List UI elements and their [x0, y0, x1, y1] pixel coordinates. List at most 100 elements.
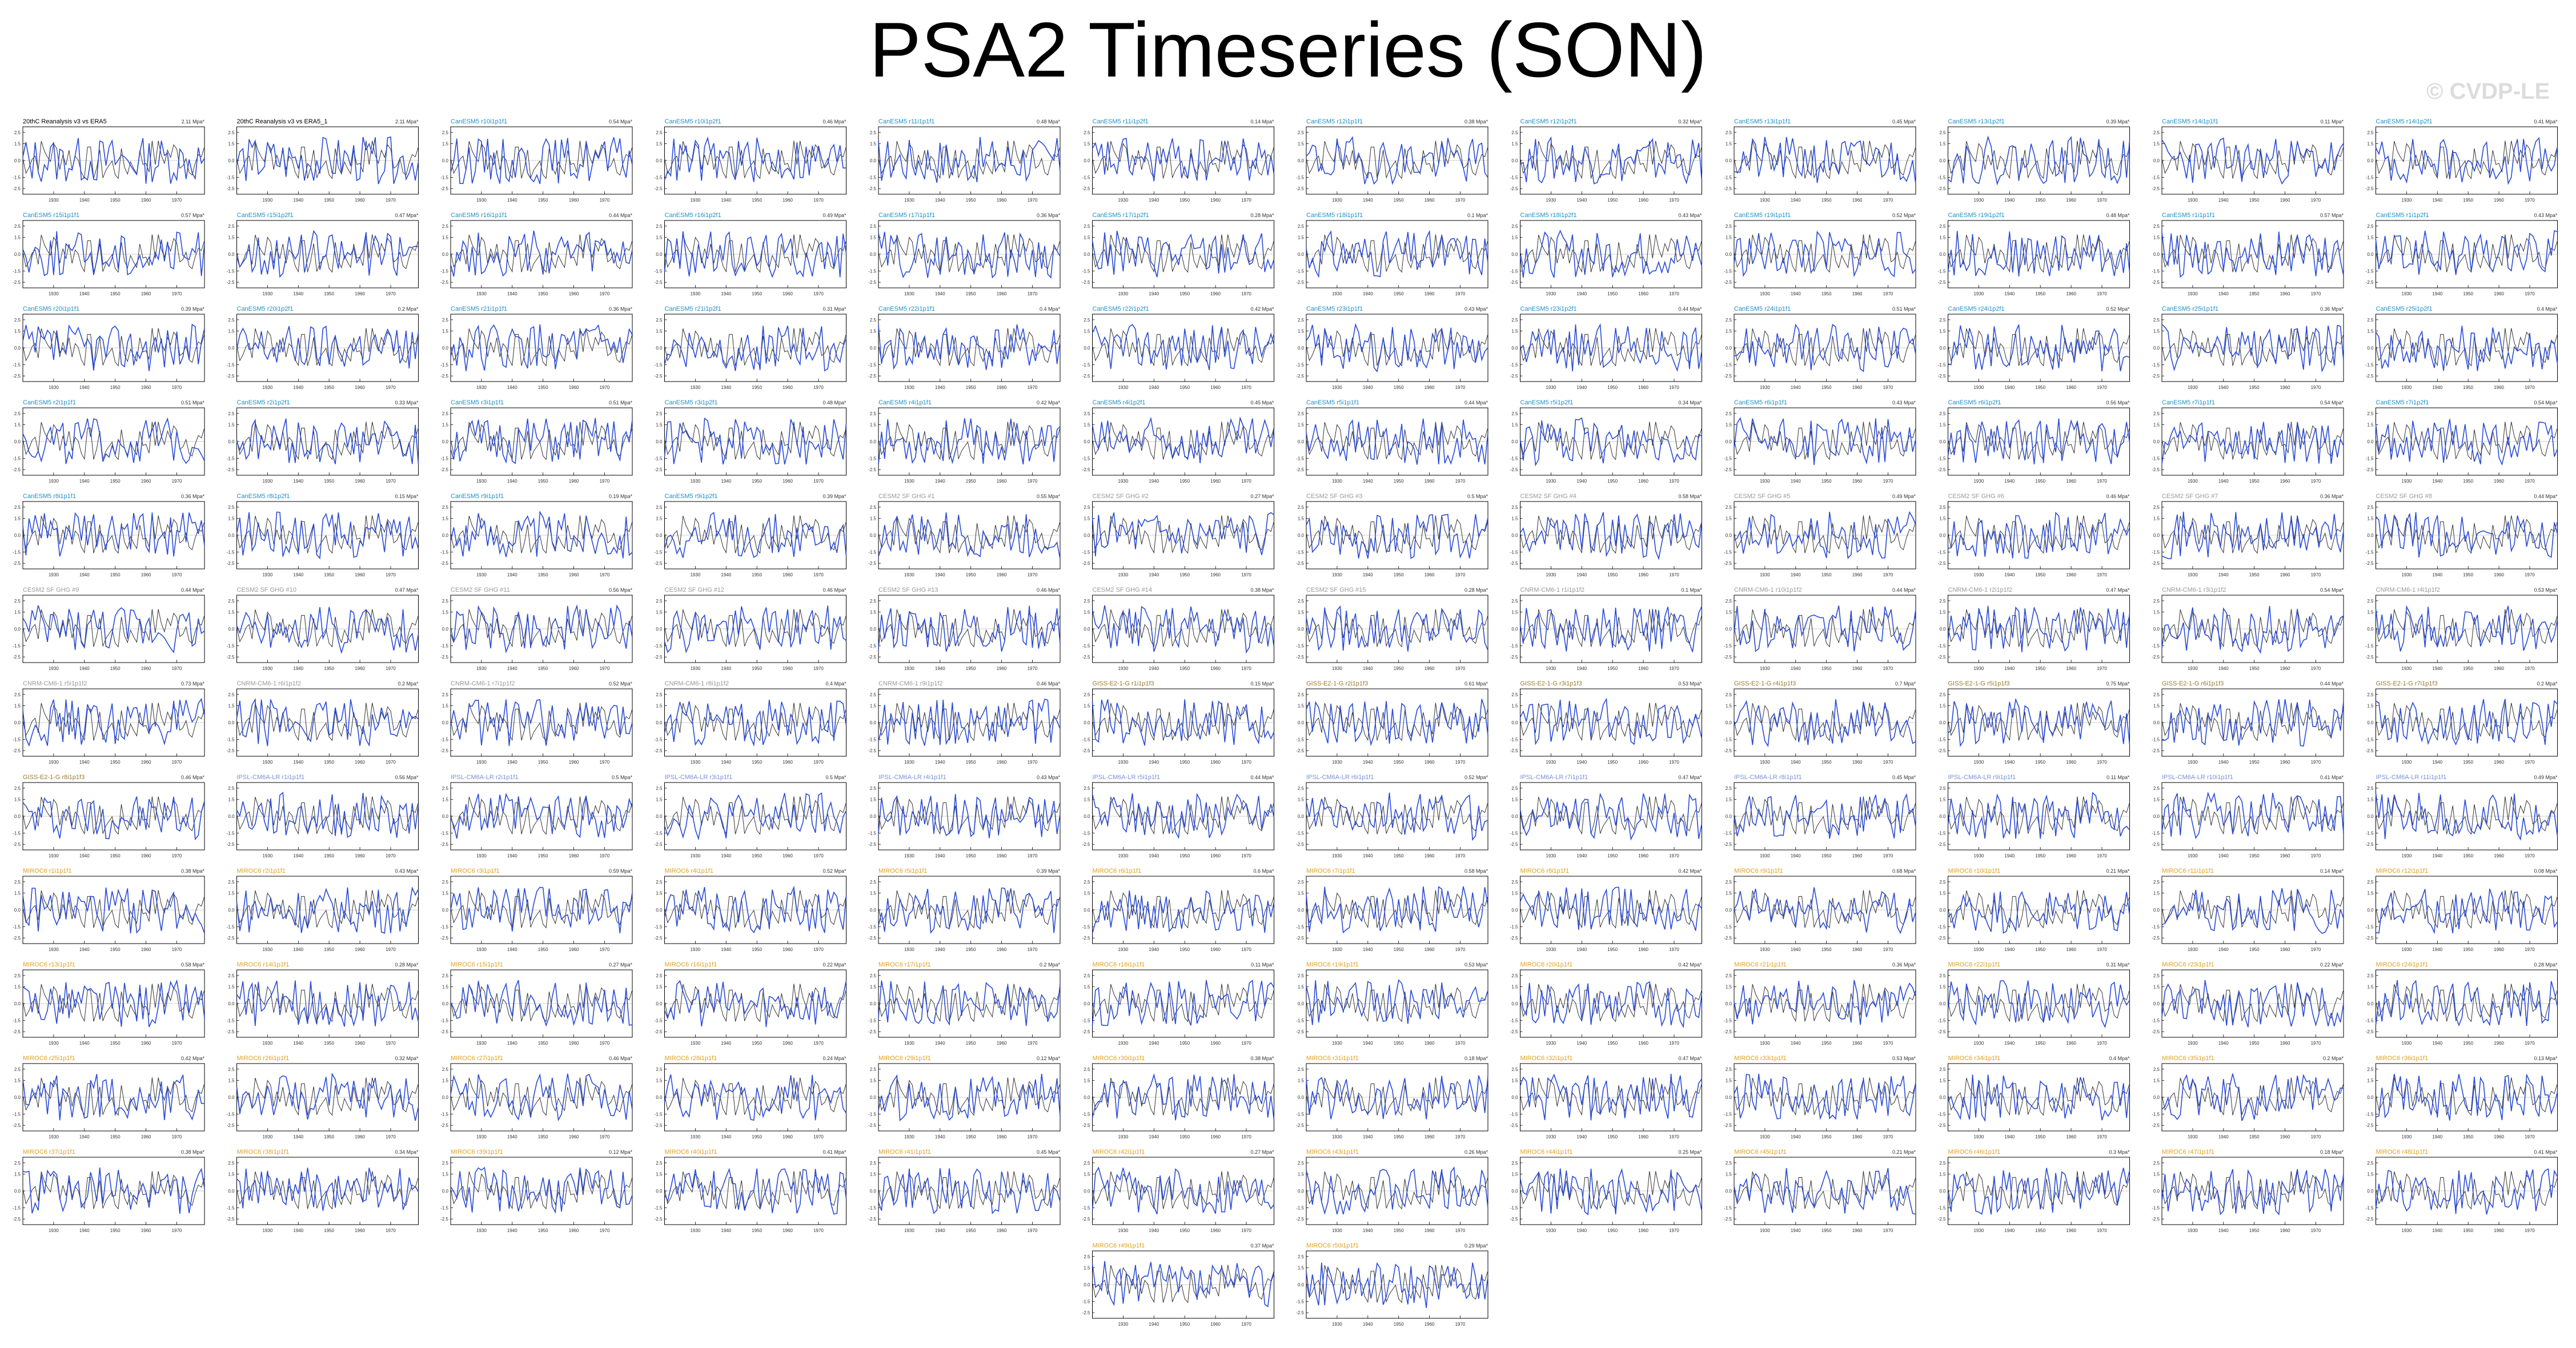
y-tick-label: 2.5	[228, 880, 235, 885]
panel-title: MIROC6 r17i1p1f1	[878, 961, 931, 968]
y-tick-label: 1.5	[1084, 1266, 1090, 1271]
y-tick-label: 1.5	[228, 516, 235, 521]
x-tick-label: 1950	[752, 1041, 762, 1046]
panel-value-label: 0.48 Mpa*	[1037, 119, 1061, 125]
x-tick-label: 1930	[476, 853, 487, 858]
x-tick-label: 1960	[1638, 291, 1648, 296]
x-tick-label: 1940	[721, 760, 731, 765]
y-tick-label: 0.0	[1939, 1001, 1946, 1006]
y-tick-label: 1.5	[2153, 142, 2160, 147]
panel-title: MIROC6 r15i1p1f1	[451, 961, 503, 968]
x-tick-label: 1930	[1332, 1228, 1342, 1233]
y-tick-label: -2.5	[1724, 561, 1732, 566]
panel-value-label: 0.2 Mpa*	[398, 306, 419, 312]
y-tick-label: 1.5	[2153, 423, 2160, 428]
panel-value-label: 0.15 Mpa*	[395, 494, 419, 499]
y-tick-label: 1.5	[442, 423, 449, 428]
x-tick-label: 1970	[1883, 1041, 1893, 1046]
y-tick-label: -1.5	[1082, 1112, 1090, 1117]
x-tick-label: 1970	[1669, 572, 1679, 577]
panel-value-label: 0.31 Mpa*	[2106, 962, 2130, 968]
y-tick-label: -1.5	[2152, 1018, 2160, 1024]
series-line-observed	[2161, 890, 2344, 929]
y-tick-label: 0.0	[656, 1189, 663, 1194]
x-tick-label: 1970	[1455, 479, 1466, 484]
y-tick-label: 0.0	[442, 814, 449, 819]
x-tick-label: 1930	[904, 385, 914, 390]
y-tick-label: 2.5	[1726, 599, 1732, 604]
x-tick-label: 1930	[1546, 1228, 1556, 1233]
panel-title: MIROC6 r38i1p1f1	[237, 1149, 290, 1156]
series-line-model	[1519, 606, 1703, 652]
x-tick-label: 1970	[813, 198, 824, 203]
y-tick-label: 2.5	[2367, 411, 2374, 416]
x-tick-label: 1960	[783, 947, 793, 952]
panel: MIROC6 r46i1p1f1 0.3 Mpa*2.51.50.0-1.5-2.…	[1938, 1149, 2130, 1233]
panel-value-label: 0.56 Mpa*	[2106, 400, 2130, 406]
x-tick-label: 1950	[1607, 1134, 1618, 1140]
y-tick-label: 0.0	[14, 252, 21, 257]
y-tick-label: -2.5	[13, 561, 21, 566]
y-tick-label: 0.0	[228, 1189, 235, 1194]
y-tick-label: 0.0	[1511, 439, 1518, 444]
x-tick-label: 1930	[262, 1134, 272, 1140]
x-tick-label: 1970	[1028, 760, 1038, 765]
panel-title: MIROC6 r22i1p1f1	[1948, 961, 2001, 968]
y-tick-label: -1.5	[2152, 831, 2160, 836]
y-tick-label: -1.5	[2366, 1206, 2374, 1211]
y-tick-label: 2.5	[1726, 318, 1732, 323]
series-line-model	[2376, 1074, 2558, 1121]
y-tick-label: 0.0	[1939, 533, 1946, 538]
panel: CanESM5 r6i1p2f1 0.56 Mpa*2.51.50.0-1.5-2…	[1938, 399, 2130, 484]
panel: GISS-E2-1-G r6i1p1f3 0.44 Mpa*2.51.50.0-1…	[2152, 680, 2344, 765]
x-tick-label: 1930	[2402, 1228, 2412, 1233]
series-line-observed	[1092, 141, 1274, 179]
x-tick-label: 1970	[1028, 572, 1038, 577]
panel-value-label: 0.22 Mpa*	[2320, 962, 2344, 968]
x-tick-label: 1940	[507, 385, 517, 390]
panel-value-label: 0.31 Mpa*	[822, 306, 846, 312]
x-tick-label: 1950	[1179, 1134, 1190, 1140]
panel-title: GISS-E2-1-G r8i1p1f3	[23, 774, 85, 781]
y-tick-label: 1.5	[1939, 516, 1946, 521]
y-tick-label: 1.5	[1511, 797, 1518, 803]
x-tick-label: 1930	[1546, 1041, 1556, 1046]
panel: CanESM5 r15i1p1f1 0.57 Mpa*2.51.50.0-1.5-…	[13, 212, 205, 296]
y-tick-label: -1.5	[1510, 1018, 1518, 1024]
x-tick-label: 1960	[569, 479, 579, 484]
y-tick-label: 2.5	[2153, 1161, 2160, 1166]
y-tick-label: 0.0	[228, 627, 235, 632]
series-line-model	[878, 137, 1061, 183]
y-tick-label: 0.0	[1511, 252, 1518, 257]
y-tick-label: 1.5	[442, 1078, 449, 1084]
panel: MIROC6 r13i1p1f1 0.58 Mpa*2.51.50.0-1.5-2…	[13, 961, 205, 1046]
y-tick-label: 1.5	[228, 985, 235, 990]
x-tick-label: 1940	[935, 853, 945, 858]
x-tick-label: 1930	[1118, 760, 1128, 765]
x-tick-label: 1970	[2525, 1041, 2535, 1046]
x-tick-label: 1960	[355, 572, 365, 577]
y-tick-label: -1.5	[1296, 1112, 1304, 1117]
y-tick-label: -2.5	[440, 842, 448, 847]
y-tick-label: -1.5	[13, 363, 21, 368]
y-tick-label: -1.5	[655, 550, 663, 555]
y-tick-label: -2.5	[1296, 561, 1304, 566]
panel-title: MIROC6 r9i1p1f1	[1734, 868, 1783, 874]
panel-title: CanESM5 r25i1p1f1	[2162, 306, 2218, 312]
x-tick-label: 1950	[1607, 947, 1618, 952]
y-tick-label: -2.5	[2152, 186, 2160, 191]
x-tick-label: 1950	[966, 198, 976, 203]
y-tick-label: -1.5	[227, 1018, 235, 1024]
panel-title: CESM2 SF GHG #3	[1306, 493, 1362, 500]
x-tick-label: 1950	[1394, 760, 1404, 765]
x-tick-label: 1970	[813, 947, 824, 952]
panel-value-label: 0.4 Mpa*	[2109, 1056, 2130, 1061]
y-tick-label: 1.5	[1511, 423, 1518, 428]
x-tick-label: 1950	[752, 198, 762, 203]
y-tick-label: 1.5	[2367, 235, 2374, 240]
y-tick-label: 1.5	[1511, 1172, 1518, 1177]
y-tick-label: -1.5	[13, 175, 21, 180]
series-line-observed	[236, 515, 419, 554]
x-tick-label: 1950	[324, 760, 334, 765]
y-tick-label: 1.5	[1298, 610, 1305, 615]
